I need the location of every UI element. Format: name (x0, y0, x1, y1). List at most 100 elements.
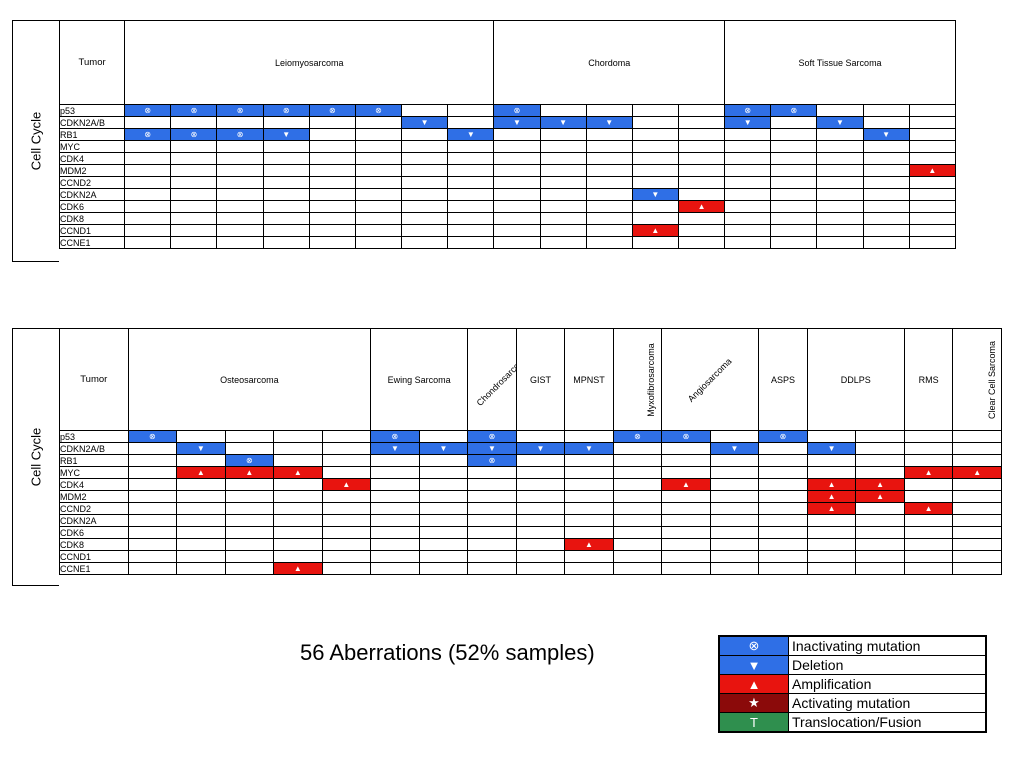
empty-cell (321, 538, 372, 551)
empty-cell (308, 140, 356, 153)
empty-cell (308, 152, 356, 165)
empty-cell (612, 526, 663, 539)
empty-cell (677, 164, 726, 177)
empty-cell (418, 466, 469, 479)
gene-label: p53 (58, 104, 126, 117)
gene-label: RB1 (59, 454, 129, 467)
empty-cell (816, 128, 864, 141)
gene-label: CDK6 (59, 526, 129, 539)
gene-row: MDM2 ▲ ▲ (59, 490, 1002, 503)
deletion-cell: ▼ (515, 442, 566, 455)
empty-cell (354, 164, 403, 177)
empty-cell (124, 236, 172, 249)
empty-cell (862, 212, 910, 225)
empty-cell (127, 490, 178, 503)
inactivating-icon: ⊗ (718, 635, 789, 656)
empty-cell (903, 454, 954, 467)
empty-cell (585, 140, 633, 153)
empty-cell (903, 526, 954, 539)
tumor-group-header: Chordoma (493, 20, 726, 105)
empty-cell (806, 526, 857, 539)
empty-cell (770, 152, 818, 165)
empty-cell (370, 490, 420, 503)
empty-cell (447, 224, 495, 237)
empty-cell (585, 200, 633, 213)
empty-cell (855, 466, 905, 479)
empty-cell (321, 454, 372, 467)
legend-row: ★ Activating mutation (718, 693, 987, 713)
deletion-cell: ▼ (401, 116, 449, 129)
empty-cell (127, 466, 178, 479)
empty-cell (677, 188, 726, 201)
amplification-cell: ▲ (806, 490, 857, 503)
tumor-group-header: ASPS (758, 328, 808, 431)
inactivating-mutation-cell: ⊗ (493, 104, 541, 117)
empty-cell (262, 116, 310, 129)
legend-label: Translocation/Fusion (788, 712, 987, 733)
empty-cell (952, 514, 1002, 527)
legend-row: T Translocation/Fusion (718, 712, 987, 733)
empty-cell (758, 466, 808, 479)
gene-label: CDKN2A (58, 188, 126, 201)
amplification-cell: ▲ (631, 224, 679, 237)
empty-cell (770, 140, 818, 153)
empty-cell (816, 140, 864, 153)
deletion-cell: ▼ (585, 116, 633, 129)
empty-cell (855, 442, 905, 455)
empty-cell (709, 478, 760, 491)
empty-cell (612, 562, 663, 575)
empty-cell (903, 514, 954, 527)
deletion-cell: ▼ (564, 442, 614, 455)
empty-cell (952, 550, 1002, 563)
empty-cell (862, 116, 910, 129)
empty-cell (661, 550, 711, 563)
empty-cell (401, 164, 449, 177)
empty-cell (170, 212, 218, 225)
gene-row: CCNE1 (58, 236, 957, 249)
empty-cell (770, 164, 818, 177)
empty-cell (262, 188, 310, 201)
empty-cell (447, 200, 495, 213)
empty-cell (370, 454, 420, 467)
inactivating-mutation-cell: ⊗ (124, 104, 172, 117)
empty-cell (224, 514, 275, 527)
empty-cell (176, 502, 226, 515)
empty-cell (493, 236, 541, 249)
empty-cell (170, 140, 218, 153)
empty-cell (127, 454, 178, 467)
gene-label: CCND2 (58, 176, 126, 189)
aberration-grid-1: Tumor Leiomyosarcoma Chordoma Soft Tissue S… (58, 20, 957, 249)
empty-cell (127, 502, 178, 515)
empty-cell (515, 466, 566, 479)
gene-row: CDKN2A (59, 514, 1002, 527)
empty-cell (903, 562, 954, 575)
inactivating-mutation-cell: ⊗ (170, 104, 218, 117)
empty-cell (321, 466, 372, 479)
empty-cell (539, 104, 587, 117)
deletion-icon: ▼ (718, 655, 789, 675)
empty-cell (855, 562, 905, 575)
empty-cell (224, 478, 275, 491)
empty-cell (770, 188, 818, 201)
empty-cell (564, 526, 614, 539)
empty-cell (354, 152, 403, 165)
legend-row: ▲ Amplification (718, 674, 987, 694)
inactivating-mutation-cell: ⊗ (170, 128, 218, 141)
gene-label: CDK6 (58, 200, 126, 213)
empty-cell (370, 514, 420, 527)
deletion-cell: ▼ (631, 188, 679, 201)
empty-cell (862, 200, 910, 213)
empty-cell (585, 176, 633, 189)
activating-icon: ★ (718, 693, 789, 713)
amplification-icon: ▲ (718, 674, 789, 694)
empty-cell (124, 224, 172, 237)
empty-cell (612, 514, 663, 527)
empty-cell (216, 236, 264, 249)
deletion-cell: ▼ (806, 442, 857, 455)
empty-cell (515, 538, 566, 551)
empty-cell (447, 152, 495, 165)
empty-cell (370, 526, 420, 539)
empty-cell (493, 152, 541, 165)
empty-cell (709, 526, 760, 539)
empty-cell (176, 538, 226, 551)
